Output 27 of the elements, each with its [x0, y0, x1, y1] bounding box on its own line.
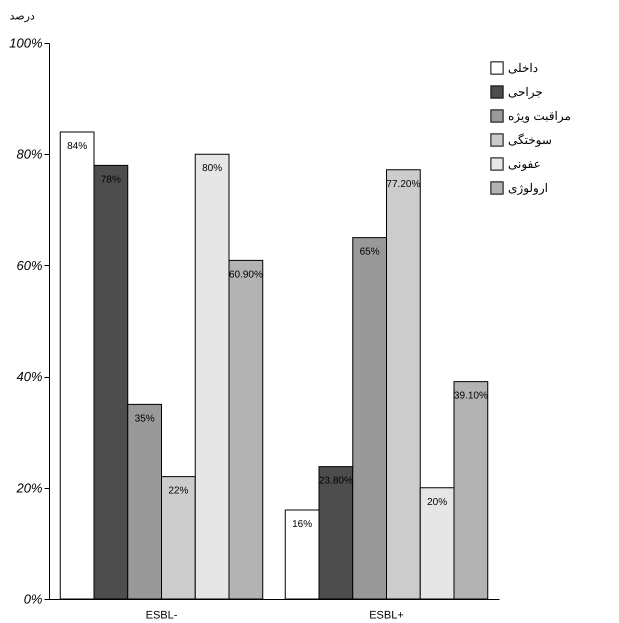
data-label: 20%: [427, 496, 448, 508]
legend-label: عفونی: [508, 157, 541, 171]
y-tick-label: 40%: [16, 369, 42, 384]
y-tick-label: 0%: [24, 592, 42, 606]
data-label: 84%: [67, 140, 88, 152]
x-tick-label: ESBL-: [146, 610, 178, 622]
data-label: 22%: [168, 486, 188, 497]
data-label: 78%: [100, 174, 121, 186]
legend-label: مراقبت ویژه: [508, 109, 571, 123]
data-label: 35%: [134, 413, 155, 424]
data-label: 77.20%: [386, 178, 420, 190]
y-tick-label: 100%: [9, 36, 42, 50]
legend-label: جراحی: [508, 85, 543, 99]
data-label: 23.80%: [318, 476, 353, 487]
y-tick-label: 20%: [15, 480, 42, 496]
y-tick-label: 80%: [16, 146, 42, 162]
data-label: 65%: [360, 246, 380, 258]
x-tick-label: ESBL+: [369, 610, 404, 622]
data-label: 16%: [292, 519, 312, 530]
data-label: 80%: [202, 163, 222, 174]
legend-label: داخلی: [508, 61, 538, 75]
y-tick-label: 60%: [16, 258, 42, 273]
legend-label: ارولوژی: [508, 181, 548, 195]
data-label: 39.10%: [454, 390, 488, 402]
y-axis-title: درصد: [10, 10, 35, 22]
data-label: 60.90%: [228, 269, 263, 280]
legend-label: سوختگی: [508, 133, 552, 147]
